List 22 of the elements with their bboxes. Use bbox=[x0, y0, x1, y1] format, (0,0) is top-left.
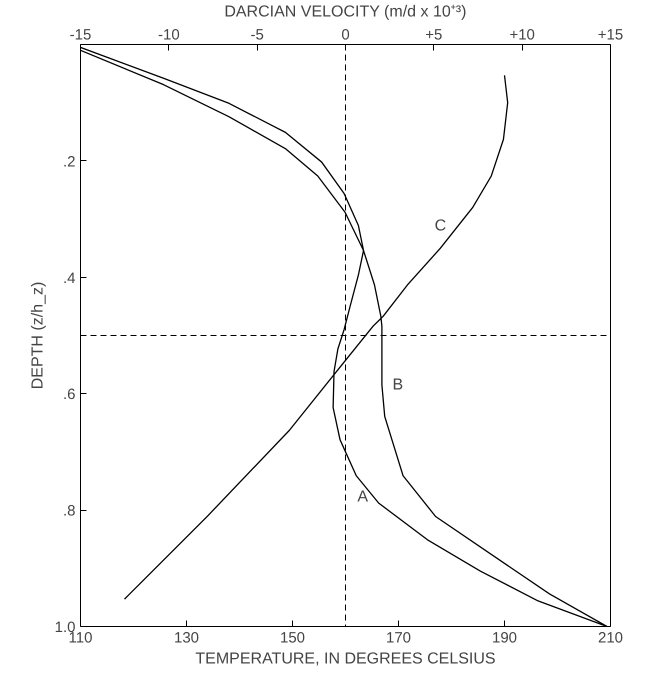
x2-tick-label: +10 bbox=[509, 26, 535, 44]
series-label: A bbox=[357, 488, 368, 506]
x2-tick-label: -5 bbox=[250, 26, 264, 44]
y-tick-label: .6 bbox=[62, 386, 76, 404]
x-tick-label: 190 bbox=[492, 630, 518, 646]
x2-axis-title: DARCIAN VELOCITY (m/d x 10⁺³) bbox=[224, 4, 466, 20]
x-tick-label: 210 bbox=[598, 630, 624, 646]
series-label: B bbox=[392, 376, 404, 394]
x-axis-title: TEMPERATURE, IN DEGREES CELSIUS bbox=[195, 650, 496, 668]
x2-tick-label: -15 bbox=[70, 26, 92, 44]
x-tick-label: 130 bbox=[174, 630, 200, 646]
x2-tick-label: -10 bbox=[158, 26, 180, 44]
y-tick-label: .8 bbox=[62, 502, 76, 520]
series-label: C bbox=[434, 218, 446, 235]
x2-tick-label: 0 bbox=[341, 26, 350, 44]
y-tick-label: .2 bbox=[62, 153, 76, 170]
x-tick-label: 170 bbox=[386, 630, 412, 646]
y-tick-label: .4 bbox=[62, 270, 76, 287]
x2-tick-label: +5 bbox=[425, 26, 442, 44]
x-tick-label: 150 bbox=[280, 630, 306, 646]
x2-tick-label: +15 bbox=[598, 26, 624, 44]
y-axis-title: DEPTH (z/h_z) bbox=[30, 282, 47, 390]
